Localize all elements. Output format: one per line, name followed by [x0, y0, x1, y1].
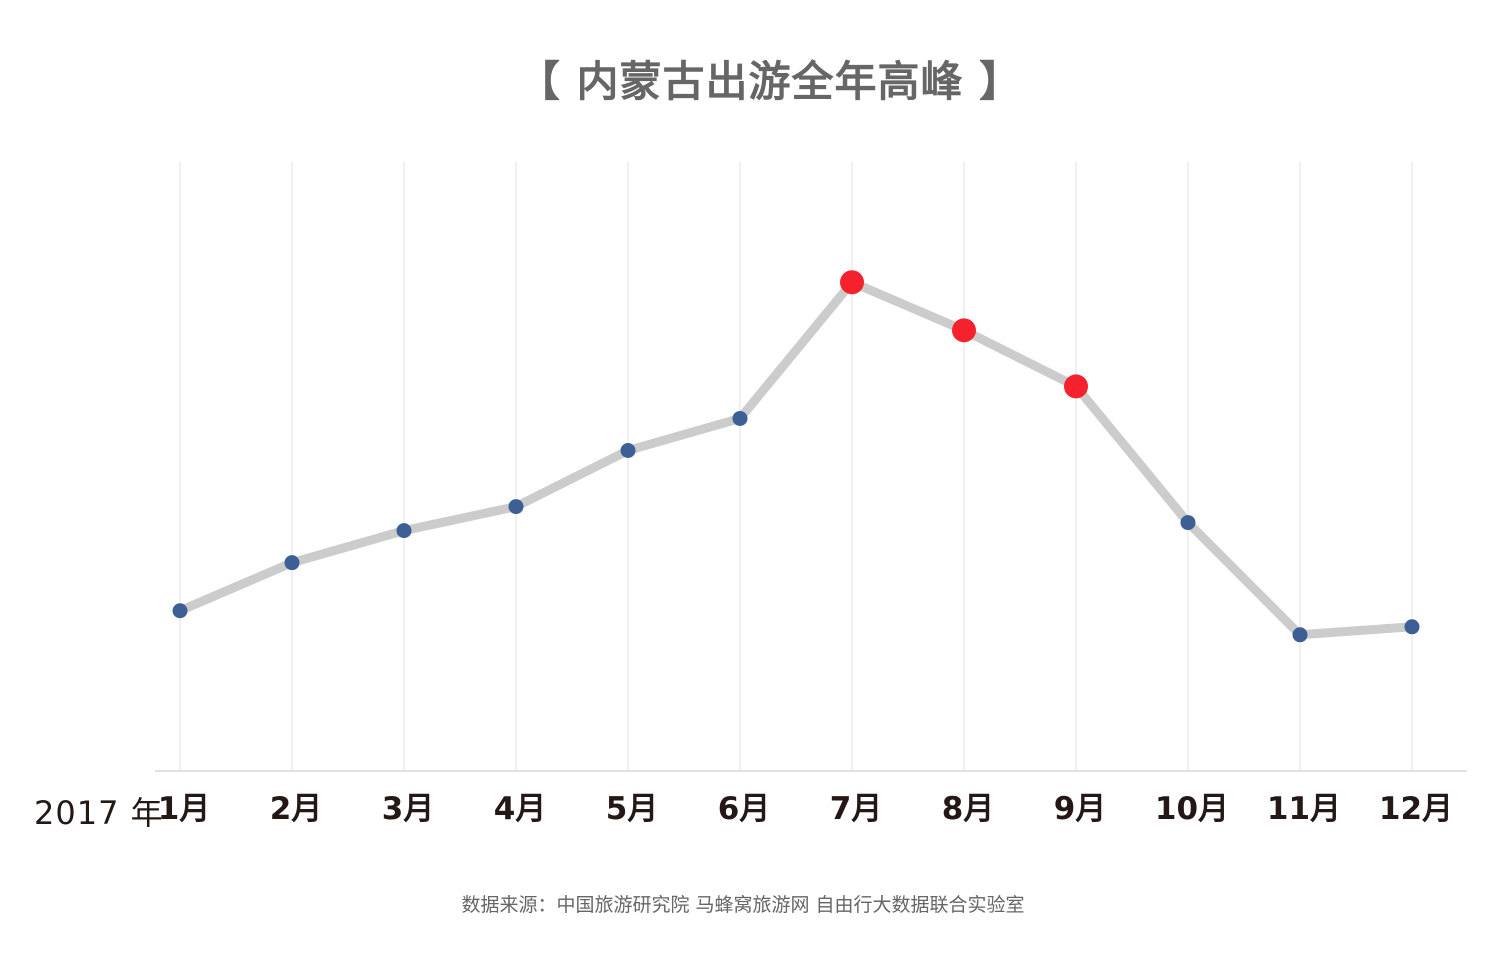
- data-point: [1404, 619, 1420, 635]
- x-tick-label: 11月: [1267, 791, 1341, 827]
- data-point: [620, 443, 636, 458]
- data-point: [1292, 627, 1308, 643]
- x-tick-label: 1月: [158, 791, 211, 827]
- data-point: [1180, 515, 1196, 531]
- grid-lines: [179, 162, 1413, 771]
- x-tick-label: 9月: [1054, 791, 1107, 827]
- x-tick-label: 8月: [942, 791, 995, 827]
- chart-title: 【 内蒙古出游全年高峰 】: [517, 57, 1023, 106]
- data-point: [508, 499, 524, 515]
- data-point: [732, 410, 748, 426]
- data-point: [172, 603, 188, 619]
- peak-data-point: [952, 318, 976, 343]
- x-tick-label: 2月: [270, 791, 323, 827]
- series-polyline: [175, 277, 1417, 640]
- x-tick-labels: 1月 2月 3月 4月 5月 6月 7月 8月 9月 10月 11月 12月: [158, 791, 1453, 827]
- series-line: [175, 277, 1417, 640]
- x-tick-label: 3月: [382, 791, 435, 827]
- x-tick-label: 10月: [1155, 791, 1229, 827]
- x-tick-label: 4月: [494, 791, 547, 827]
- x-tick-label: 5月: [606, 791, 659, 827]
- data-point: [284, 555, 300, 571]
- data-point: [396, 523, 412, 539]
- x-tick-label: 12月: [1379, 791, 1453, 827]
- year-label: 2017 年: [34, 794, 164, 832]
- data-source-note: 数据来源：中国旅游研究院 马蜂窝旅游网 自由行大数据联合实验室: [461, 894, 1025, 916]
- peak-data-point: [1064, 374, 1088, 399]
- peak-data-point: [840, 270, 864, 295]
- x-tick-label: 7月: [830, 791, 883, 827]
- series-points: [172, 270, 1420, 643]
- x-tick-label: 6月: [718, 791, 771, 827]
